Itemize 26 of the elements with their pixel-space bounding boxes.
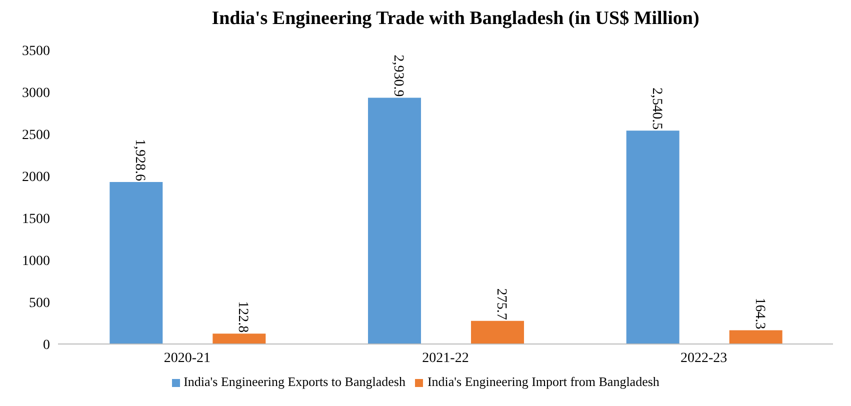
legend-label: India's Engineering Import from Bangladesh [427,374,660,389]
bar [110,182,163,344]
y-tick-label: 0 [43,338,50,353]
chart-title: India's Engineering Trade with Bangladesh (in US$ Million) [210,8,700,30]
data-label: 275.7 [494,288,508,320]
y-tick-label: 1500 [22,212,50,227]
data-label: 164.3 [752,298,767,330]
y-tick-label: 3000 [22,86,50,101]
bar [471,320,524,344]
bar [626,130,680,344]
x-tick-label: 2020-21 [164,350,211,366]
y-tick-label: 500 [29,296,50,311]
y-tick-label: 2000 [22,170,50,185]
bar [729,330,782,344]
bar [212,334,266,344]
x-tick-label: 2021-22 [422,350,469,366]
y-tick-label: 2500 [22,128,50,143]
data-label: 122.8 [235,301,250,333]
y-tick-label: 3500 [22,44,50,59]
legend-label: India's Engineering Exports to Bangladesh [184,374,406,389]
bar [368,98,421,344]
data-label: 2,540.5 [648,88,664,130]
y-tick-label: 1000 [22,254,50,269]
data-label: 2,930.9 [390,54,406,97]
x-tick-label: 2022-23 [680,350,728,366]
data-label: 1,928.6 [132,139,148,181]
